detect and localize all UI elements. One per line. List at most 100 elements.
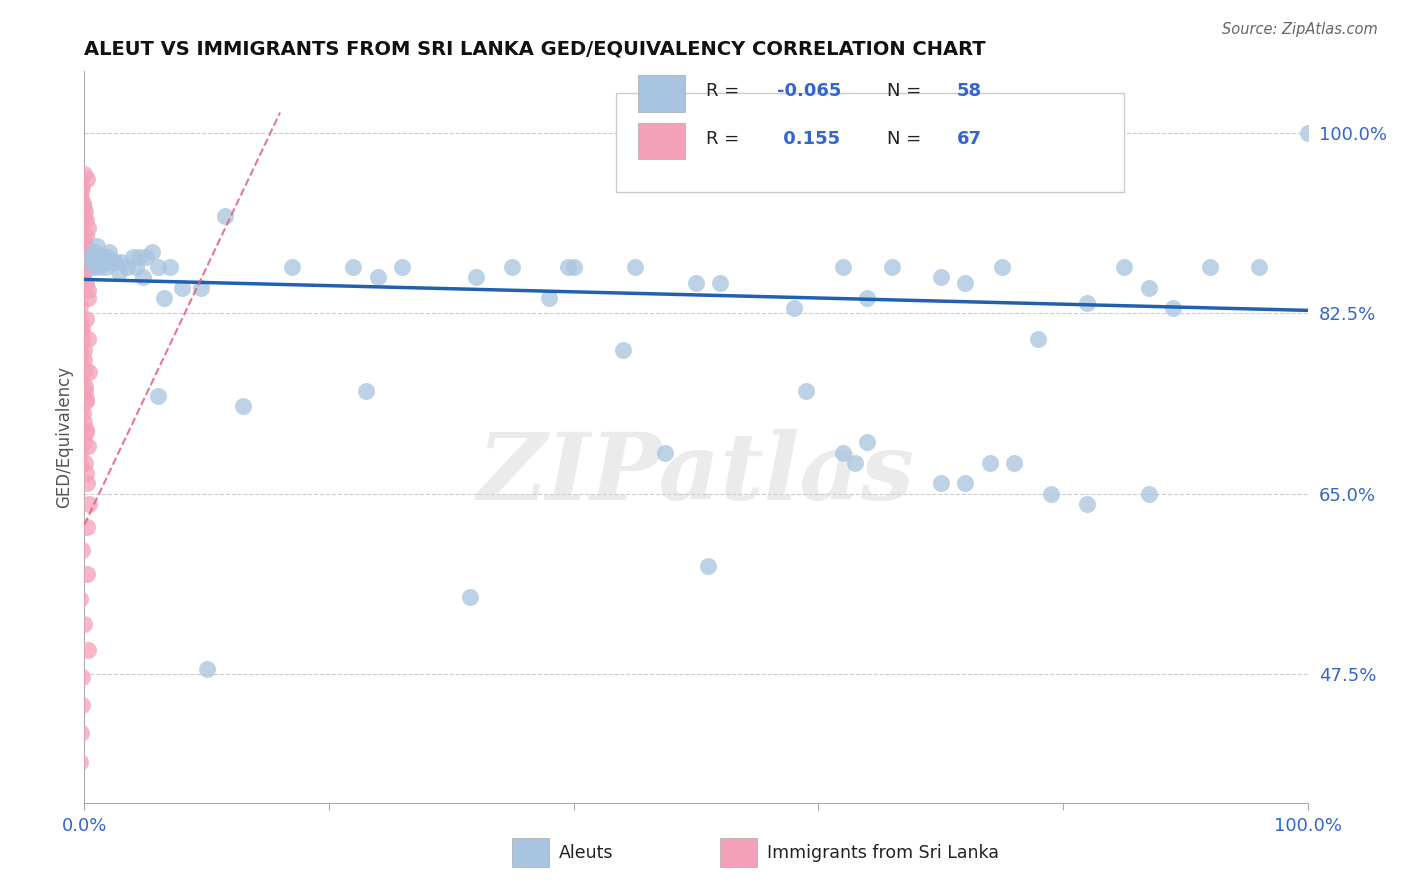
Point (75, 425, 97, 439)
Point (562, 260, 585, 274)
Point (125, 260, 148, 274)
Point (624, 260, 647, 274)
Point (172, 281, 194, 295)
Point (132, 270, 155, 285)
Point (72, 167, 94, 181)
Point (83, 260, 105, 274)
Point (72, 179, 94, 194)
Point (953, 276, 976, 290)
FancyBboxPatch shape (638, 75, 685, 112)
Point (1028, 332, 1050, 346)
Point (783, 301, 806, 316)
Point (1076, 296, 1098, 310)
Point (115, 260, 138, 274)
FancyBboxPatch shape (513, 838, 550, 867)
Point (195, 662, 218, 676)
Point (391, 260, 413, 274)
Point (697, 558, 720, 573)
Point (844, 456, 866, 470)
Point (128, 250, 150, 264)
Text: Immigrants from Sri Lanka: Immigrants from Sri Lanka (766, 844, 998, 862)
Point (654, 445, 676, 459)
Point (146, 389, 169, 403)
Point (557, 260, 579, 274)
Point (1161, 301, 1184, 316)
Point (75, 384, 97, 398)
Point (1114, 260, 1136, 274)
Point (69, 244, 91, 259)
Point (69, 445, 91, 459)
Point (69, 311, 91, 326)
Point (94, 255, 117, 269)
Point (79, 250, 101, 264)
Point (84, 244, 107, 259)
Point (90, 250, 112, 264)
Point (76, 476, 98, 491)
Point (75, 363, 97, 377)
Text: ZIPatlas: ZIPatlas (478, 429, 914, 518)
FancyBboxPatch shape (616, 94, 1125, 192)
Point (69, 343, 91, 357)
Point (97, 250, 120, 264)
Point (73, 343, 96, 357)
Point (135, 250, 157, 264)
Text: 0.155: 0.155 (776, 129, 839, 148)
Point (93, 250, 115, 264)
Text: R =: R = (706, 129, 745, 148)
Y-axis label: GED/Equivalency: GED/Equivalency (55, 366, 73, 508)
Point (214, 209, 236, 223)
Point (75, 394, 97, 409)
Point (76, 171, 98, 186)
Point (72, 209, 94, 223)
Point (91, 255, 114, 269)
Point (100, 255, 122, 269)
Point (354, 384, 377, 398)
Point (82, 255, 104, 269)
Text: N =: N = (887, 129, 927, 148)
Text: -0.065: -0.065 (776, 82, 841, 100)
Point (1137, 487, 1160, 501)
Point (77, 332, 100, 346)
Point (70, 322, 93, 336)
Point (342, 260, 364, 274)
Point (856, 435, 879, 450)
Point (69, 725, 91, 739)
Point (77, 497, 100, 511)
Point (831, 260, 853, 274)
Point (1198, 260, 1220, 274)
Point (73, 616, 96, 631)
Point (75, 311, 97, 326)
Point (70, 192, 93, 206)
Point (75, 392, 97, 406)
Point (146, 260, 169, 274)
Point (685, 276, 707, 290)
Point (76, 255, 98, 269)
Point (75, 229, 97, 244)
Point (153, 291, 176, 305)
Point (72, 200, 94, 214)
Point (69, 225, 91, 239)
Text: R =: R = (706, 82, 745, 100)
Point (69, 458, 91, 472)
Point (77, 365, 100, 379)
Point (69, 755, 91, 769)
Point (953, 476, 976, 491)
Point (991, 260, 1014, 274)
Point (979, 456, 1001, 470)
FancyBboxPatch shape (638, 122, 685, 159)
Point (72, 268, 94, 283)
Point (69, 176, 91, 190)
Point (70, 184, 93, 198)
Point (76, 439, 98, 453)
Point (794, 384, 817, 398)
Point (110, 255, 132, 269)
Point (232, 399, 254, 413)
Point (97, 244, 120, 259)
Point (70, 322, 93, 336)
Text: 67: 67 (956, 129, 981, 148)
Point (1137, 281, 1160, 295)
Point (70, 250, 93, 264)
Point (77, 283, 100, 297)
Point (75, 276, 97, 290)
Point (96, 260, 118, 274)
